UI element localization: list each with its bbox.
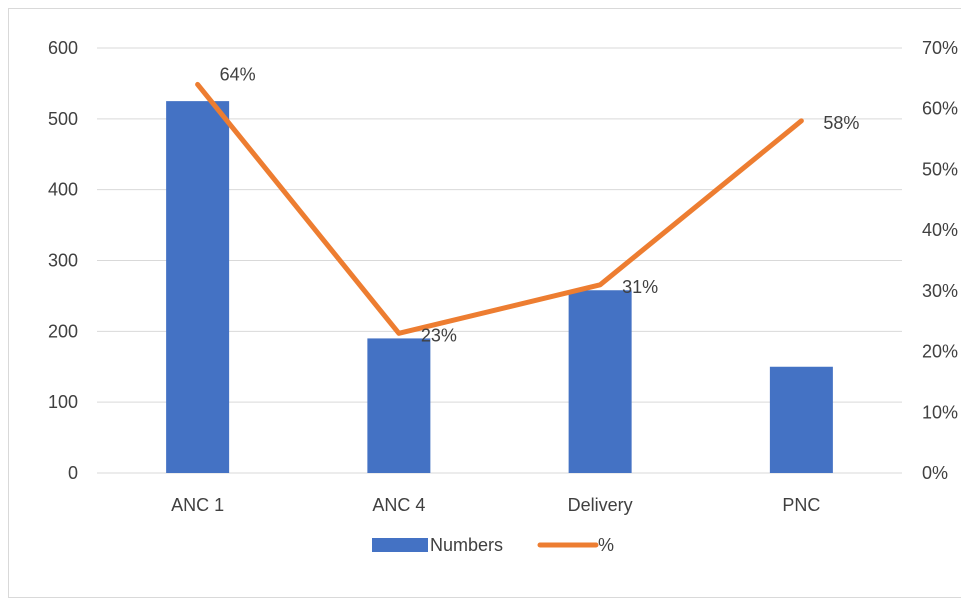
legend-swatch-numbers	[372, 538, 428, 552]
bar	[367, 338, 431, 473]
legend: Numbers%	[372, 535, 614, 555]
x-axis-tick-label: PNC	[782, 495, 820, 515]
bar	[769, 366, 833, 473]
line-data-label: 58%	[823, 113, 859, 133]
right-axis-tick-label: 10%	[922, 402, 958, 422]
left-axis-tick-label: 600	[48, 38, 78, 58]
left-axis-tick-label: 400	[48, 180, 78, 200]
line-series-percent	[195, 81, 804, 336]
legend-label-numbers: Numbers	[430, 535, 503, 555]
bar	[568, 290, 632, 473]
x-axis-tick-label: ANC 1	[171, 495, 224, 515]
gridlines	[97, 47, 902, 474]
left-axis-tick-label: 0	[68, 463, 78, 483]
combo-chart: 0 100 200 300 400 500 600 0% 10% 20% 30% 40% 50% 60%…	[48, 38, 958, 555]
line-data-label: 64%	[220, 64, 256, 84]
right-axis-tick-label: 0%	[922, 463, 948, 483]
bar	[166, 101, 230, 473]
left-axis-tick-label: 100	[48, 392, 78, 412]
right-axis: 0% 10% 20% 30% 40% 50% 60% 70%	[922, 38, 958, 483]
legend-label-percent: %	[598, 535, 614, 555]
right-axis-tick-label: 50%	[922, 159, 958, 179]
right-axis-tick-label: 30%	[922, 281, 958, 301]
line-data-label: 31%	[622, 277, 658, 297]
right-axis-tick-label: 20%	[922, 342, 958, 362]
right-axis-tick-label: 60%	[922, 99, 958, 119]
right-axis-tick-label: 70%	[922, 38, 958, 58]
left-axis: 0 100 200 300 400 500 600	[48, 38, 78, 483]
x-axis-tick-label: ANC 4	[372, 495, 425, 515]
right-axis-tick-label: 40%	[922, 220, 958, 240]
left-axis-tick-label: 300	[48, 251, 78, 271]
bar-series-numbers	[166, 101, 833, 473]
line-data-label: 23%	[421, 325, 457, 345]
left-axis-tick-label: 200	[48, 321, 78, 341]
line-series-path	[195, 81, 804, 336]
x-axis-tick-label: Delivery	[568, 495, 633, 515]
data-labels: 64% 23% 31% 58%	[220, 64, 860, 345]
left-axis-tick-label: 500	[48, 109, 78, 129]
x-axis: ANC 1 ANC 4 Delivery PNC	[171, 495, 820, 515]
